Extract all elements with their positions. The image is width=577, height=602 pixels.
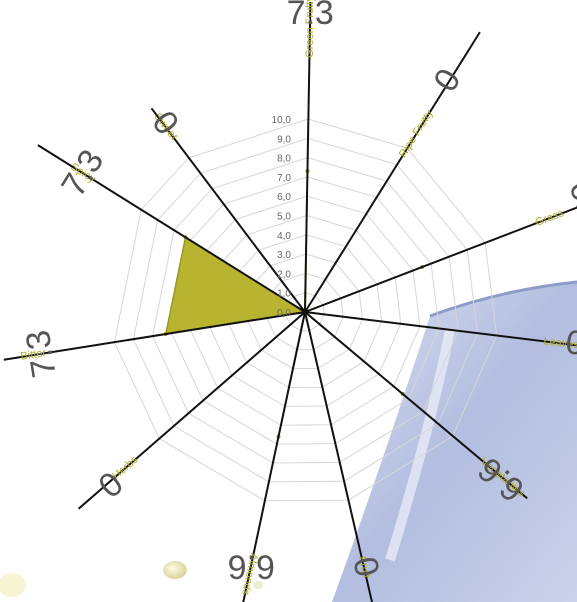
grid-ring [266,272,344,351]
scale-tick-label: 8,0 [277,154,291,165]
axis-spoke [150,107,306,313]
category-label: Ripe Frutty [397,107,436,159]
axis-spoke [77,311,306,510]
data-area [164,171,423,437]
category-label: Leaves [543,335,577,351]
axis-spoke [304,1,312,313]
axis-spoke [304,311,528,500]
value-label: 0 [345,553,386,580]
scale-tick-label: 7,0 [277,173,291,184]
grid-ring [132,137,478,483]
axis-spoke [3,311,306,361]
value-label: 0 [564,323,577,363]
axis-spoke [304,31,481,313]
category-label: Grass [534,207,566,229]
value-label: 6.6 [228,547,275,585]
droplet [163,561,187,579]
droplet [0,573,26,597]
value-label: 0 [144,104,186,142]
grid-ring [113,118,498,502]
scale-tick-label: 2,0 [277,269,291,280]
scale-tick-label: 0,0 [277,308,291,319]
axis-spoke [304,311,577,347]
axis-spoke [37,144,306,313]
scale-tick-label: 10,0 [272,115,292,126]
glass-body [332,282,577,602]
scale-tick-label: 3,0 [277,250,291,261]
grid-ring [209,214,402,407]
scale-tick-label: 6,0 [277,192,291,203]
value-label: 7.3 [54,143,111,203]
value-label: 7.3 [19,328,64,381]
scale-tick-label: 5,0 [277,212,291,223]
grid-ring [247,253,364,370]
value-label: 0 [426,62,468,98]
scale-tick-label: 9,0 [277,134,291,145]
grid-ring [285,292,325,332]
glass-rim [429,280,577,318]
droplet [253,581,263,589]
value-label: 6.5 [561,175,577,232]
grid-ring [151,157,459,464]
scale-tick-label: 4,0 [277,231,291,242]
category-label: Fruit [356,555,373,579]
category-label: Bitter [20,347,48,363]
axis-spoke [304,311,373,602]
axis-spoke [242,311,306,602]
axis-spoke [304,206,577,313]
grid-ring [228,234,383,389]
grid-ring [171,176,440,445]
value-label: 7.3 [287,0,334,32]
category-label: Green Frutty [304,0,316,58]
scale-tick-label: 1,0 [277,289,291,300]
grid-ring [190,195,421,426]
glass-highlight [385,329,455,562]
